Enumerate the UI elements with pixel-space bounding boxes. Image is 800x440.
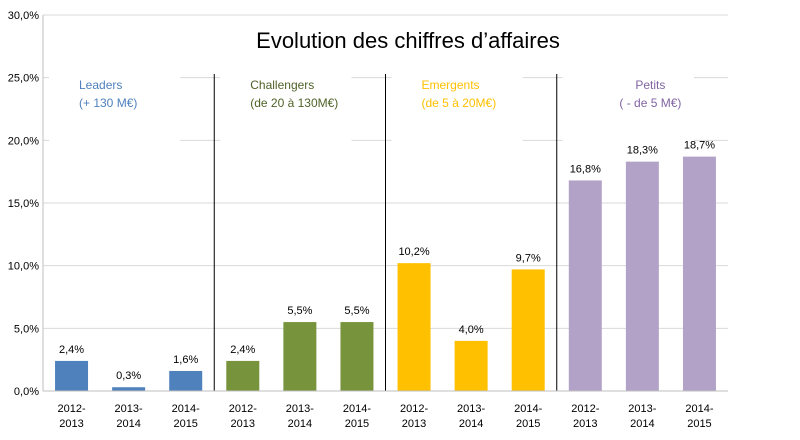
bar-value-label: 18,3% xyxy=(627,145,658,157)
x-tick-label: 2013- xyxy=(457,403,485,415)
chart-title: Evolution des chiffres d’affaires xyxy=(256,28,560,53)
x-tick-label: 2013 xyxy=(402,418,426,430)
bar xyxy=(454,340,488,391)
axes: 0,0% 5,0% 10,0% 15,0% 20,0% 25,0% 30,0% 2012- 20… xyxy=(8,10,728,430)
group-label-box xyxy=(391,72,523,156)
x-tick-label: 2014- xyxy=(172,403,200,415)
bar xyxy=(682,156,716,391)
x-tick-label: 2015 xyxy=(173,418,197,430)
x-tick-label: 2015 xyxy=(516,418,540,430)
bar-value-label: 16,8% xyxy=(570,163,601,175)
x-tick-label: 2014 xyxy=(116,418,140,430)
bar xyxy=(340,322,374,391)
x-tick-label: 2013 xyxy=(231,418,255,430)
x-tick-label: 2012- xyxy=(57,403,85,415)
y-tick-label: 20,0% xyxy=(8,135,39,147)
y-tick-label: 25,0% xyxy=(8,73,39,85)
group-name: Emergents xyxy=(422,78,480,92)
group-range: ( - de 5 M€) xyxy=(619,96,681,110)
bar xyxy=(226,360,260,391)
bar-value-label: 2,4% xyxy=(230,344,255,356)
group-range: (+ 130 M€) xyxy=(79,96,137,110)
x-tick-label: 2013- xyxy=(628,403,656,415)
bar-value-label: 0,3% xyxy=(116,370,141,382)
bar xyxy=(169,370,203,391)
bar xyxy=(55,360,89,391)
y-tick-label: 5,0% xyxy=(14,323,39,335)
group-dividers xyxy=(213,74,558,391)
bar xyxy=(397,263,431,391)
x-tick-label: 2013 xyxy=(59,418,83,430)
group-name: Petits xyxy=(635,78,665,92)
x-tick-label: 2014- xyxy=(514,403,542,415)
group-name: Challengers xyxy=(250,78,314,92)
bar-value-label: 1,6% xyxy=(173,354,198,366)
y-tick-label: 15,0% xyxy=(8,198,39,210)
bar-value-label: 2,4% xyxy=(59,344,84,356)
x-tick-label: 2014- xyxy=(343,403,371,415)
x-tick-label: 2012- xyxy=(400,403,428,415)
y-tick-label: 0,0% xyxy=(14,386,39,398)
group-name: Leaders xyxy=(79,78,122,92)
bar xyxy=(112,387,146,391)
bar-value-label: 18,7% xyxy=(684,140,715,152)
x-tick-label: 2012- xyxy=(229,403,257,415)
bar-value-label: 4,0% xyxy=(459,324,484,336)
group-labels: Leaders (+ 130 M€) Challengers (de 20 à 130… xyxy=(49,72,694,156)
x-tick-label: 2013- xyxy=(286,403,314,415)
x-tick-label: 2013 xyxy=(573,418,597,430)
bar xyxy=(568,180,602,391)
bar-value-label: 5,5% xyxy=(344,305,369,317)
bar xyxy=(511,269,545,391)
bar-value-label: 10,2% xyxy=(398,246,429,258)
group-label-box xyxy=(562,72,694,156)
x-tick-label: 2014 xyxy=(288,418,312,430)
bars: 2,4% 0,3% 1,6% 2,4% 5,5% 5,5% 10,2% 4,0% 9,7% 16,… xyxy=(55,140,716,391)
bar xyxy=(625,161,659,391)
y-tick-label: 10,0% xyxy=(8,261,39,273)
x-tick-label: 2015 xyxy=(687,418,711,430)
x-tick-label: 2014 xyxy=(630,418,654,430)
bar-value-label: 5,5% xyxy=(287,305,312,317)
group-range: (de 20 à 130M€) xyxy=(250,96,338,110)
bar-value-label: 9,7% xyxy=(516,252,541,264)
y-tick-label: 30,0% xyxy=(8,10,39,22)
group-label-box xyxy=(220,72,352,156)
x-tick-label: 2015 xyxy=(345,418,369,430)
bar xyxy=(283,322,317,391)
x-tick-label: 2014 xyxy=(459,418,483,430)
x-tick-label: 2014- xyxy=(685,403,713,415)
x-tick-label: 2013- xyxy=(115,403,143,415)
x-tick-label: 2012- xyxy=(571,403,599,415)
group-label-box xyxy=(49,72,181,156)
group-range: (de 5 à 20M€) xyxy=(422,96,497,110)
